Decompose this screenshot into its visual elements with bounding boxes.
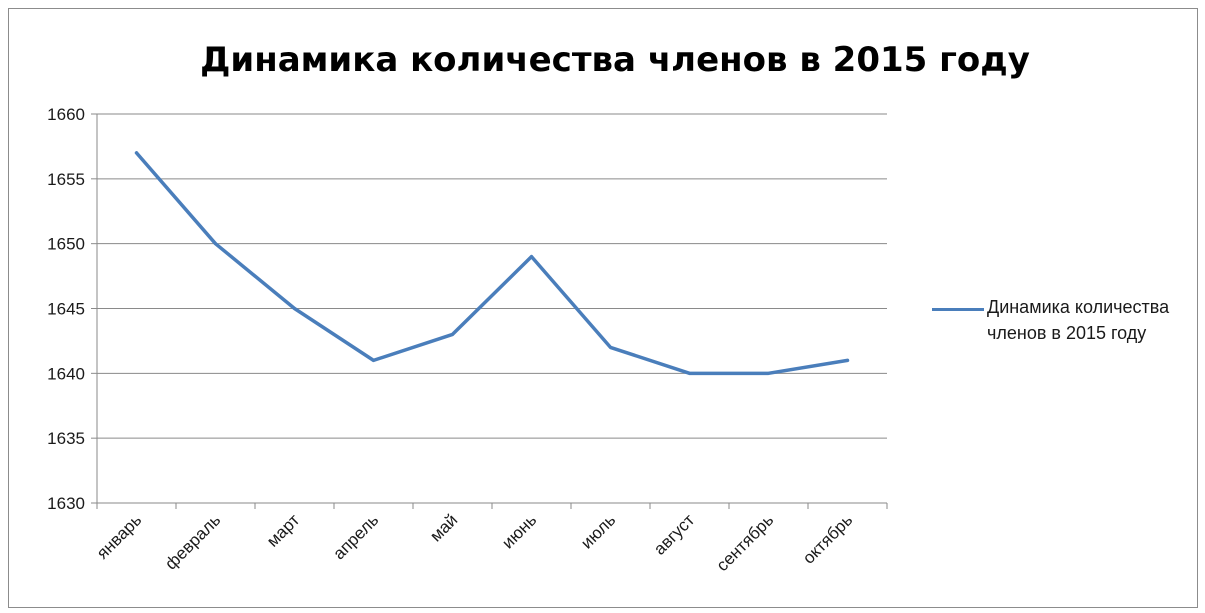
y-tick-label: 1630	[47, 494, 85, 513]
data-point	[688, 371, 691, 375]
x-tick-label: сентябрь	[713, 510, 778, 575]
y-tick-label: 1660	[47, 105, 85, 124]
x-tick-label: июнь	[498, 510, 540, 552]
data-point	[767, 371, 770, 375]
x-tick-label: октябрь	[799, 510, 856, 567]
y-tick-label: 1655	[47, 170, 85, 189]
data-point	[846, 358, 849, 362]
x-tick-label: февраль	[161, 510, 224, 573]
data-point	[372, 358, 375, 362]
x-tick-label: апрель	[329, 510, 382, 563]
data-point	[530, 255, 533, 259]
legend-line-swatch	[932, 308, 984, 311]
x-tick-label: август	[650, 510, 698, 558]
data-point	[214, 242, 217, 246]
x-tick-label: июль	[577, 510, 619, 552]
y-tick-label: 1650	[47, 235, 85, 254]
data-point	[609, 345, 612, 349]
chart-title: Динамика количества членов в 2015 году	[200, 40, 1030, 80]
y-tick-label: 1640	[47, 364, 85, 383]
data-point	[293, 307, 296, 310]
series-line	[134, 151, 850, 376]
x-tick-label: март	[263, 510, 303, 550]
y-tick-label: 1645	[47, 300, 85, 319]
data-point	[451, 332, 454, 336]
data-point	[135, 151, 138, 155]
x-tick-label: май	[426, 510, 461, 545]
legend-label: Динамика количества членов в 2015 году	[987, 297, 1170, 343]
y-tick-label: 1635	[47, 429, 85, 448]
x-tick-label: январь	[93, 510, 146, 563]
